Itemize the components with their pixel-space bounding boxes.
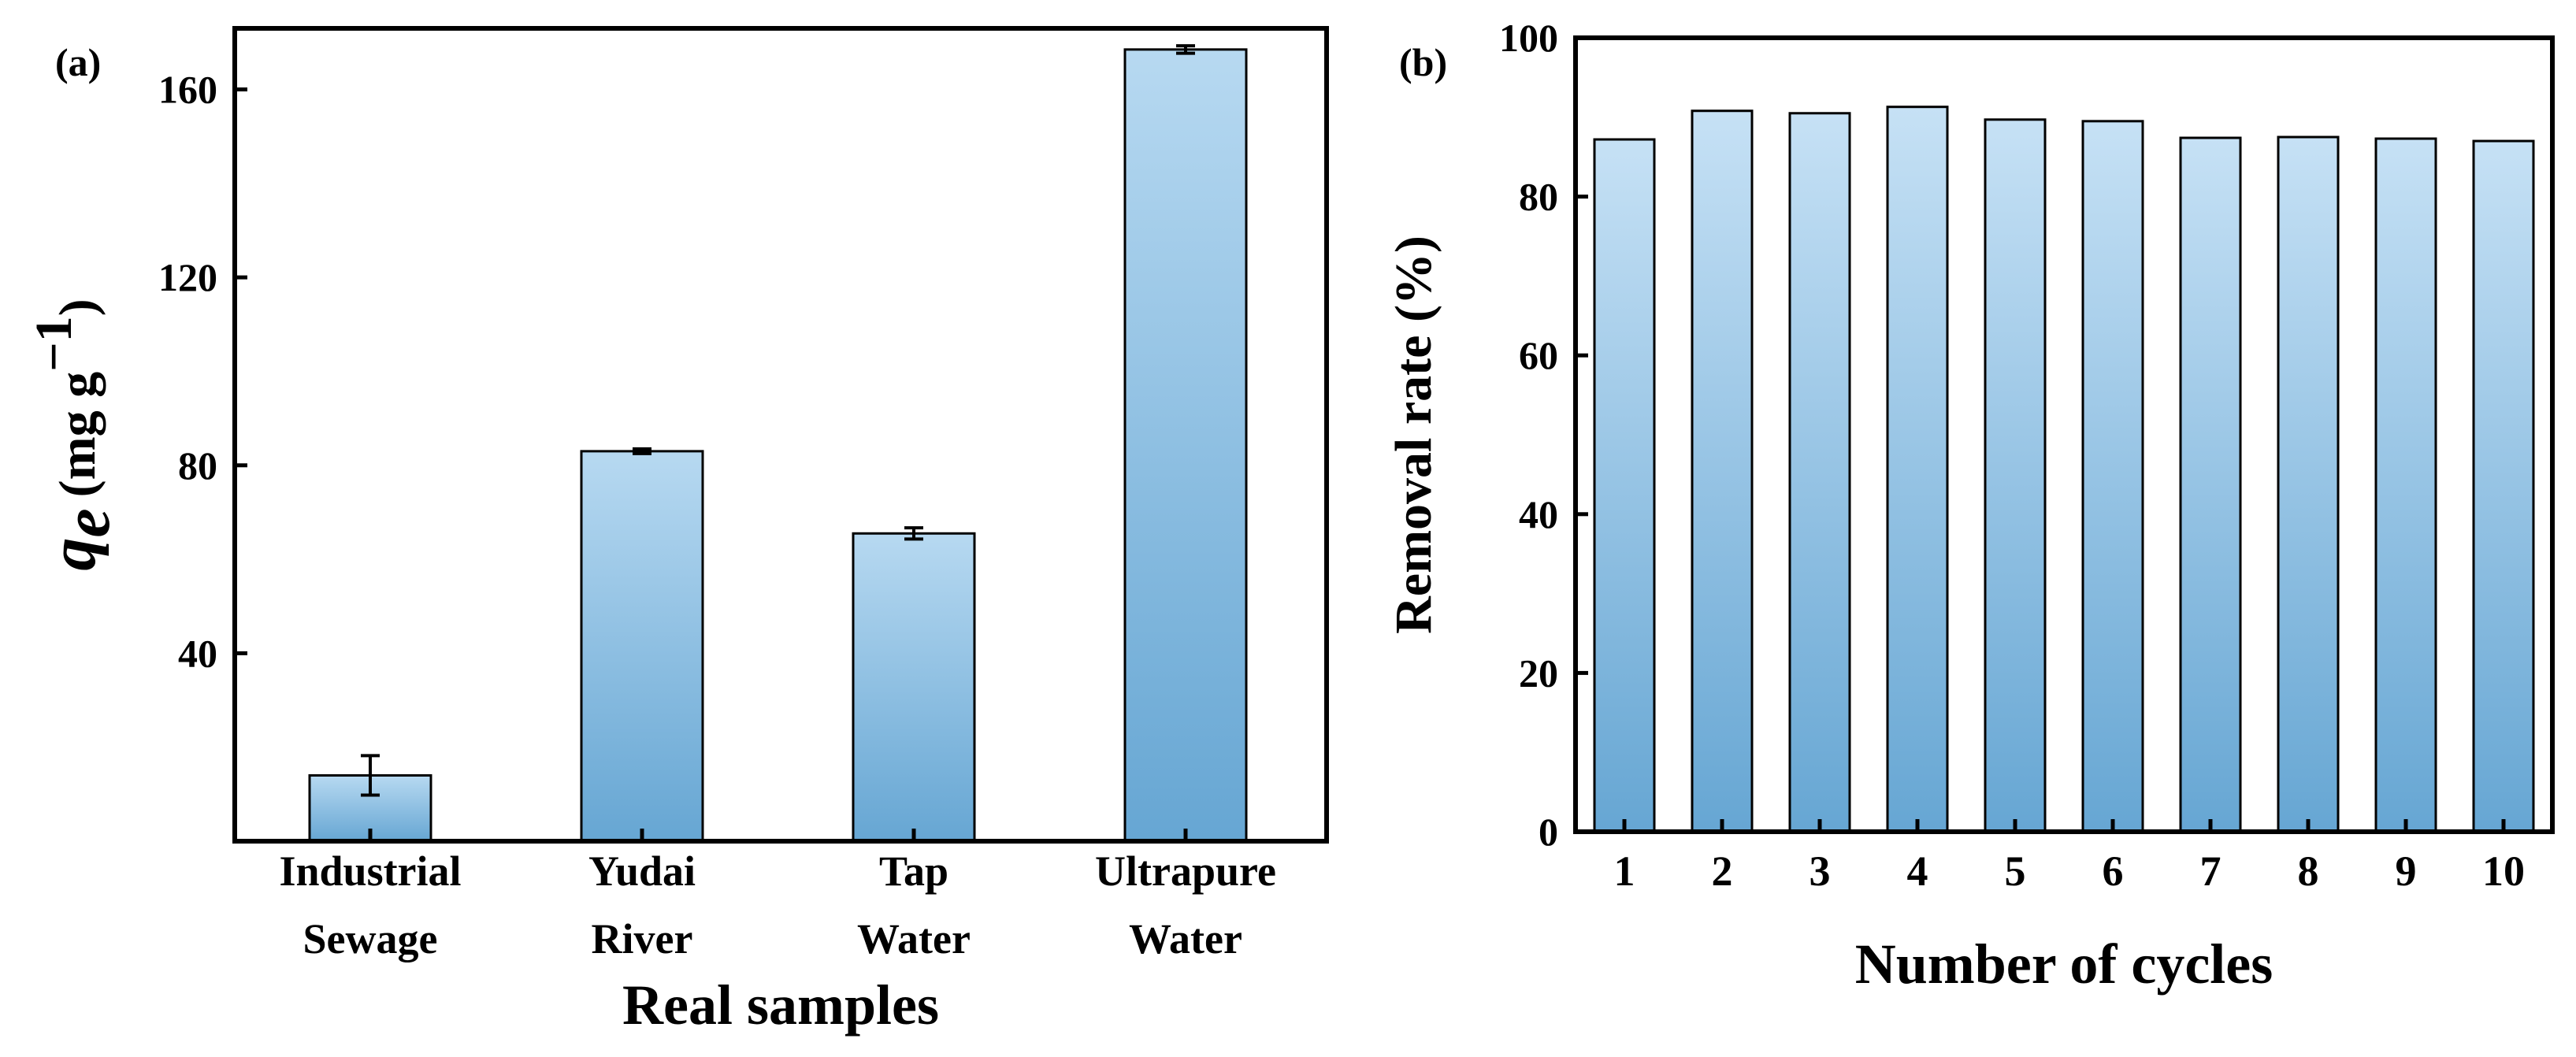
bar-a-4 <box>1123 48 1248 843</box>
x-tick-label-b-1: 1 <box>1614 847 1635 895</box>
panel-a-label: (a) <box>55 40 101 84</box>
y-tick-label-a-2: 80 <box>178 443 217 488</box>
y-tick-label-b-6: 100 <box>1499 16 1558 60</box>
panel-a-x-axis-title: Real samples <box>622 974 939 1037</box>
y-axis-unit-close: ) <box>49 299 106 316</box>
bar-a-2 <box>580 450 704 843</box>
y-tick-label-a-3: 120 <box>158 255 217 299</box>
panel-a-bars <box>308 44 1248 843</box>
x-tick-label-a-3-1: Tap <box>879 847 948 895</box>
y-axis-subscript: e <box>50 508 124 537</box>
x-tick-label-b-2: 2 <box>1712 847 1733 895</box>
x-tick-label-b-3: 3 <box>1810 847 1831 895</box>
panel-b-plot-frame <box>1573 35 2555 834</box>
x-tick-label-a-3-2: Water <box>857 915 971 962</box>
bar-b-6 <box>2081 120 2144 833</box>
panel-a-plot-frame <box>232 26 1329 844</box>
bar-a-3 <box>852 532 976 843</box>
y-tick-label-b-4: 60 <box>1519 333 1558 377</box>
x-tick-label-b-6: 6 <box>2103 847 2124 895</box>
x-tick-label-b-9: 9 <box>2396 847 2417 895</box>
bar-b-2 <box>1691 109 1754 833</box>
x-tick-label-a-1-2: Sewage <box>303 915 438 962</box>
panel-a-category-labels: Industrial Sewage Yudai River Tap Water Ultrap… <box>279 829 1276 962</box>
bar-b-9 <box>2374 137 2437 833</box>
panel-a-y-axis-title: qe (mg g−1) <box>25 299 124 570</box>
x-tick-label-b-7: 7 <box>2200 847 2222 895</box>
x-tick-label-a-4-2: Water <box>1129 915 1242 962</box>
bar-b-3 <box>1788 112 1851 833</box>
y-tick-label-b-3: 40 <box>1519 492 1558 536</box>
x-tick-label-b-10: 10 <box>2482 847 2525 895</box>
y-tick-label-b-5: 80 <box>1519 175 1558 219</box>
panel-b: (b) 0 20 40 60 80 100 1 2 3 4 5 6 7 8 9 10 Number of c… <box>1385 16 2555 996</box>
y-tick-label-a-4: 160 <box>158 68 217 112</box>
y-axis-unit-open: (mg g <box>49 372 106 497</box>
x-tick-label-a-1-1: Industrial <box>279 847 461 895</box>
bar-b-4 <box>1886 106 1949 833</box>
y-tick-label-a-1: 40 <box>178 631 217 675</box>
panel-a-yticks: 40 80 120 160 <box>158 68 247 675</box>
panel-a: (a) 40 80 120 160 Industrial Sewage Yudai Rive… <box>25 26 1329 1037</box>
panel-b-y-axis-title: Removal rate (%) <box>1385 236 1442 634</box>
bar-b-5 <box>1984 118 2047 833</box>
y-tick-label-b-2: 20 <box>1519 651 1558 695</box>
bar-b-1 <box>1593 138 1656 833</box>
x-tick-label-b-8: 8 <box>2298 847 2319 895</box>
panel-b-x-axis-title: Number of cycles <box>1855 933 2273 996</box>
x-tick-label-b-5: 5 <box>2005 847 2026 895</box>
panel-b-label: (b) <box>1399 40 1447 84</box>
x-tick-label-a-2-2: River <box>592 915 693 962</box>
bar-b-7 <box>2179 136 2242 833</box>
panel-b-category-labels: 1 2 3 4 5 6 7 8 9 10 <box>1614 819 2525 895</box>
y-axis-symbol: q <box>36 538 109 571</box>
bar-b-10 <box>2472 139 2535 833</box>
panel-b-yticks: 0 20 40 60 80 100 <box>1499 16 1588 854</box>
y-axis-unit-exponent: −1 <box>25 316 83 372</box>
y-tick-label-b-1: 0 <box>1539 810 1558 854</box>
x-tick-label-a-2-1: Yudai <box>588 847 696 895</box>
bar-b-8 <box>2277 135 2340 833</box>
panel-b-bars <box>1593 106 2535 833</box>
x-tick-label-b-4: 4 <box>1907 847 1928 895</box>
x-tick-label-a-4-1: Ultrapure <box>1095 847 1276 895</box>
